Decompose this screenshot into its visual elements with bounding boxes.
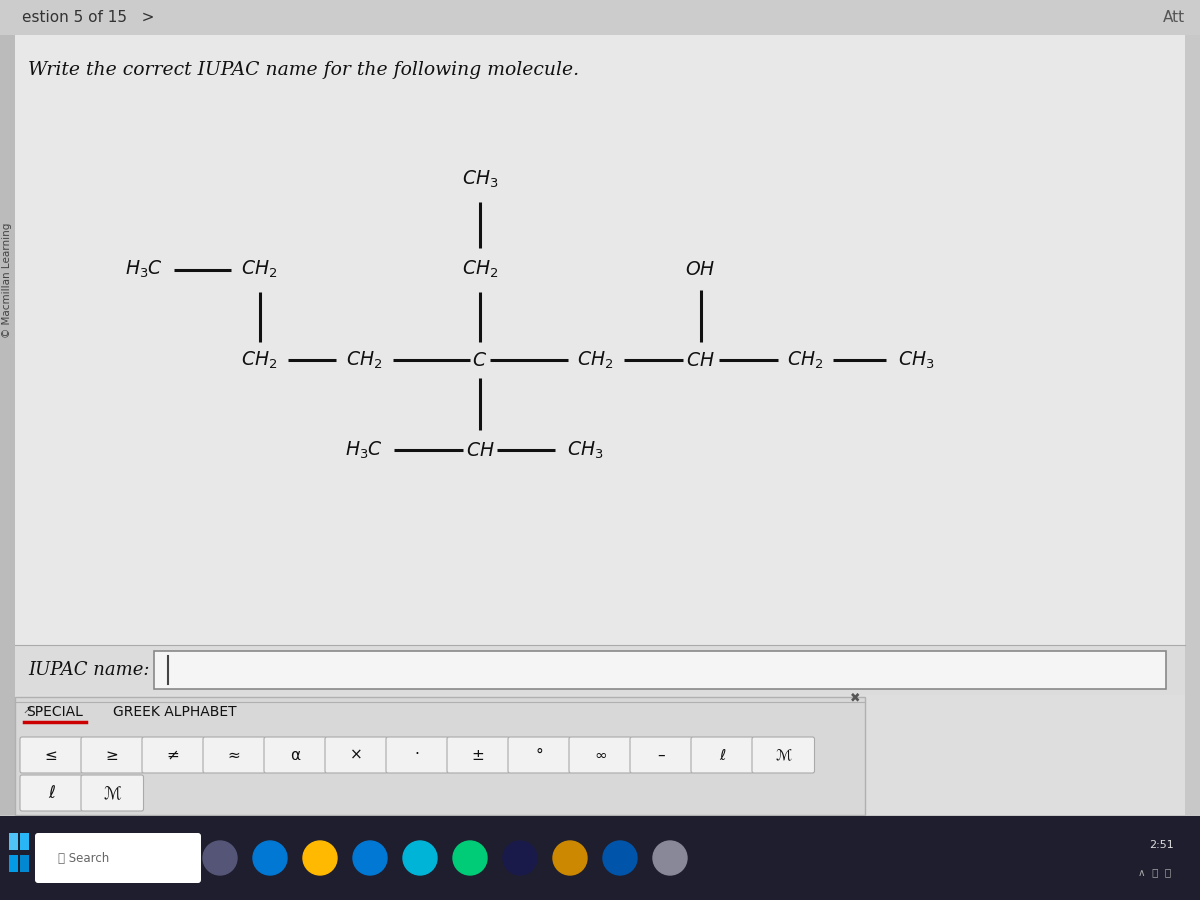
Text: $CH$: $CH$ [686,350,715,370]
Text: $CH_2$: $CH_2$ [241,259,277,281]
Text: ≠: ≠ [167,748,180,762]
Text: SPECIAL: SPECIAL [26,705,84,719]
Bar [14,35,1186,645]
FancyBboxPatch shape [386,737,449,773]
Bar [0,816,1200,900]
FancyBboxPatch shape [142,737,204,773]
Text: ∞: ∞ [594,748,607,762]
Circle shape [454,841,487,875]
Circle shape [353,841,386,875]
Text: ℳ: ℳ [775,748,791,762]
FancyBboxPatch shape [82,737,144,773]
Text: IUPAC name:: IUPAC name: [28,661,150,679]
Bar [20,855,29,872]
Text: $CH_2$: $CH_2$ [241,349,277,371]
Text: $CH_3$: $CH_3$ [566,439,604,461]
Circle shape [553,841,587,875]
FancyBboxPatch shape [630,737,692,773]
FancyBboxPatch shape [35,833,202,883]
Text: ×: × [350,748,362,762]
FancyBboxPatch shape [691,737,754,773]
Text: –: – [658,748,665,762]
Text: Att: Att [1163,11,1186,25]
Text: $H_3C$: $H_3C$ [346,439,384,461]
FancyBboxPatch shape [325,737,388,773]
Text: $OH$: $OH$ [685,260,715,279]
Circle shape [503,841,538,875]
FancyBboxPatch shape [82,775,144,811]
Text: 2:51: 2:51 [1150,840,1175,850]
Text: $CH_2$: $CH_2$ [347,349,383,371]
Text: estion 5 of 15   >: estion 5 of 15 > [22,11,155,25]
Text: ·: · [415,748,420,762]
Text: GREEK ALPHABET: GREEK ALPHABET [113,705,236,719]
FancyBboxPatch shape [203,737,265,773]
Bar [0,35,14,815]
Text: $CH_3$: $CH_3$ [898,349,934,371]
Circle shape [653,841,686,875]
Text: ✖: ✖ [850,691,860,705]
Text: ℓ: ℓ [719,748,725,762]
Bar [0,0,1200,35]
Text: ≤: ≤ [44,748,58,762]
Text: ±: ± [472,748,485,762]
Circle shape [253,841,287,875]
FancyBboxPatch shape [446,737,510,773]
Text: ∧  🔔  📶: ∧ 🔔 📶 [1139,867,1171,877]
Text: ≥: ≥ [106,748,119,762]
Text: $H_3C$: $H_3C$ [125,259,163,281]
Text: ≈: ≈ [228,748,241,762]
Text: $CH$: $CH$ [466,441,494,460]
Bar [14,15,1186,815]
Text: $CH_3$: $CH_3$ [462,169,498,190]
Bar [20,833,29,850]
FancyBboxPatch shape [752,737,815,773]
Text: $C$: $C$ [473,350,487,370]
FancyBboxPatch shape [264,737,326,773]
Circle shape [302,841,337,875]
Text: $CH_2$: $CH_2$ [462,259,498,281]
FancyBboxPatch shape [20,775,83,811]
Circle shape [604,841,637,875]
Bar [10,855,18,872]
FancyBboxPatch shape [20,737,83,773]
FancyBboxPatch shape [154,651,1166,689]
Text: $CH_2$: $CH_2$ [577,349,613,371]
Text: ℓ: ℓ [48,784,55,802]
FancyBboxPatch shape [14,697,865,815]
Text: 🔍 Search: 🔍 Search [58,851,109,865]
Bar [14,645,1186,695]
FancyBboxPatch shape [569,737,631,773]
Text: °: ° [535,748,544,762]
Text: $CH_2$: $CH_2$ [787,349,823,371]
Text: α: α [290,748,300,762]
Bar [10,833,18,850]
Circle shape [403,841,437,875]
Text: Write the correct IUPAC name for the following molecule.: Write the correct IUPAC name for the fol… [28,61,580,79]
FancyBboxPatch shape [508,737,570,773]
Text: ↗: ↗ [22,707,31,717]
Text: © Macmillan Learning: © Macmillan Learning [2,222,12,338]
Text: ℳ: ℳ [103,784,121,802]
Circle shape [203,841,238,875]
